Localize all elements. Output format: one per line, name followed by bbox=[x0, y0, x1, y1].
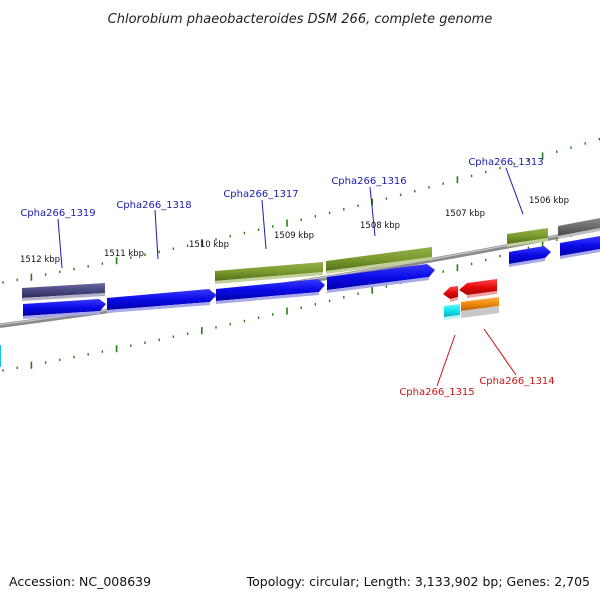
gene-label-cpha266-1314[interactable]: Cpha266_1314 bbox=[479, 376, 554, 387]
cog-feature-1313[interactable] bbox=[507, 228, 548, 247]
scale-label-1511: 1511 kbp bbox=[104, 249, 144, 259]
scale-label-1510: 1510 kbp bbox=[189, 240, 229, 250]
accession-label: Accession: NC_008639 bbox=[9, 574, 151, 589]
cog-feature-1314[interactable] bbox=[461, 297, 499, 318]
gene-label-cpha266-1319[interactable]: Cpha266_1319 bbox=[20, 208, 95, 219]
label-leader-lines bbox=[57, 167, 524, 387]
scale-label-1506: 1506 kbp bbox=[529, 196, 569, 206]
map-title: Chlorobium phaeobacteroides DSM 266, com… bbox=[108, 12, 493, 27]
cds-partial-left[interactable] bbox=[0, 345, 1, 367]
gene-label-cpha266-1316[interactable]: Cpha266_1316 bbox=[331, 176, 406, 187]
cds-forward-1319[interactable] bbox=[23, 299, 106, 319]
cog-feature-1312[interactable] bbox=[558, 218, 600, 239]
cog-feature-1316[interactable] bbox=[326, 247, 432, 274]
cds-forward-1312[interactable] bbox=[560, 236, 600, 259]
gene-label-cpha266-1317[interactable]: Cpha266_1317 bbox=[223, 189, 298, 200]
scale-label-1512: 1512 kbp bbox=[20, 255, 60, 265]
gene-label-cpha266-1313[interactable]: Cpha266_1313 bbox=[468, 157, 543, 168]
gene-label-cpha266-1315[interactable]: Cpha266_1315 bbox=[399, 387, 474, 398]
cds-reverse-1315[interactable] bbox=[443, 286, 458, 302]
cds-forward-1313[interactable] bbox=[509, 246, 551, 267]
cog-feature-1319[interactable] bbox=[22, 283, 105, 301]
cds-forward-1317[interactable] bbox=[216, 279, 325, 304]
cds-forward-1316[interactable] bbox=[327, 264, 435, 293]
cog-feature-1317[interactable] bbox=[215, 262, 323, 284]
scale-label-1508: 1508 kbp bbox=[360, 221, 400, 231]
cds-reverse-1314[interactable] bbox=[459, 279, 497, 298]
scale-label-1507: 1507 kbp bbox=[445, 209, 485, 219]
gene-label-cpha266-1318[interactable]: Cpha266_1318 bbox=[116, 200, 191, 211]
cog-feature-1315[interactable] bbox=[444, 304, 460, 320]
cds-forward-1318[interactable] bbox=[107, 289, 216, 313]
scale-label-1509: 1509 kbp bbox=[274, 231, 314, 241]
genome-summary: Topology: circular; Length: 3,133,902 bp… bbox=[246, 574, 590, 589]
